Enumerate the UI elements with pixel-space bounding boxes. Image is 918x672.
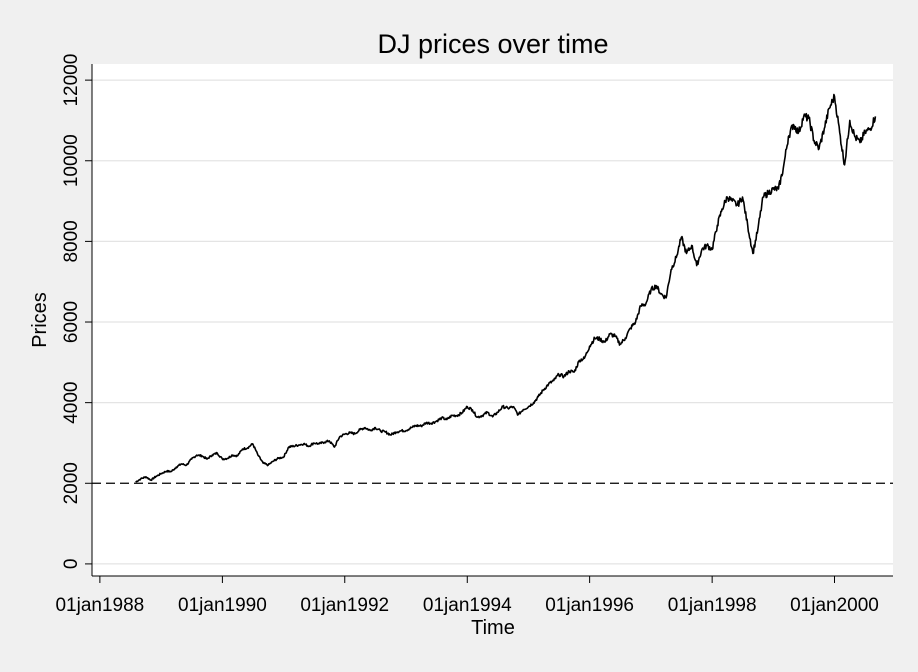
y-tick-label: 4000 bbox=[61, 382, 82, 424]
y-axis-label: Prices bbox=[29, 292, 51, 348]
x-tick-label: 01jan1998 bbox=[668, 595, 757, 616]
grid-lines bbox=[92, 79, 893, 565]
y-tick-label: 12000 bbox=[61, 54, 82, 107]
series-line bbox=[135, 93, 877, 483]
x-tick-label: 01jan1988 bbox=[55, 595, 144, 616]
plot-background bbox=[92, 64, 893, 576]
x-tick-label: 01jan1990 bbox=[178, 595, 267, 616]
x-axis-label: Time bbox=[471, 617, 515, 639]
y-tick-label: 6000 bbox=[61, 301, 82, 343]
y-tick-label: 0 bbox=[61, 559, 82, 570]
x-tick-label: 01jan1994 bbox=[423, 595, 512, 616]
x-tick-label: 01jan1996 bbox=[545, 595, 634, 616]
x-tick-label: 01jan2000 bbox=[790, 595, 879, 616]
chart-title: DJ prices over time bbox=[377, 29, 608, 59]
y-tick-label: 10000 bbox=[61, 134, 82, 187]
y-tick-label: 8000 bbox=[61, 220, 82, 262]
axes: 0 2000 4000 6000 8000 10000 12000 01jan1988 01ja… bbox=[55, 54, 893, 616]
y-tick-label: 2000 bbox=[61, 462, 82, 504]
x-tick-label: 01jan1992 bbox=[300, 595, 389, 616]
